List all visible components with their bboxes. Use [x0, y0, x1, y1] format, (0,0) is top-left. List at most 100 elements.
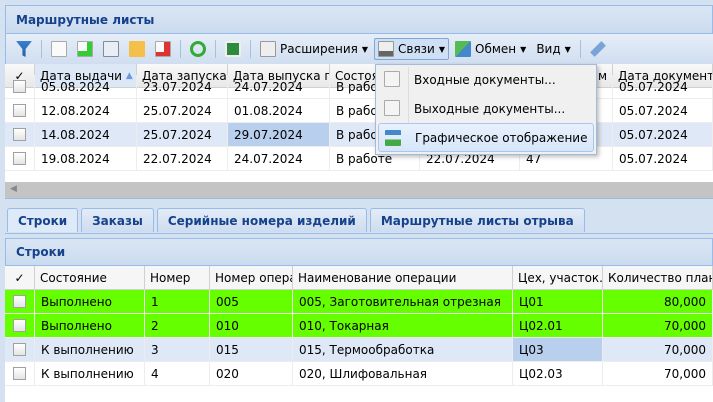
table-cell: 12.08.2024 [35, 99, 137, 122]
table-row[interactable]: 05.08.2024 23.07.2024 24.07.2024 В работе 05… [5, 75, 713, 99]
table-cell: Ц03 [513, 338, 603, 361]
new-button[interactable] [47, 38, 71, 60]
table-row[interactable]: Выполнено 1 005 005, Заготовительная отрезн… [5, 290, 713, 314]
row-checkbox[interactable] [5, 75, 35, 98]
column-header[interactable]: Количество план [603, 266, 713, 289]
settings-button[interactable] [586, 38, 610, 60]
table-cell [520, 75, 613, 98]
extensions-label: Расширения [280, 42, 358, 56]
chevron-down-icon: ▼ [361, 44, 368, 54]
table-cell: 4 [145, 362, 210, 385]
row-checkbox[interactable] [5, 338, 35, 361]
view-button[interactable]: Вид ▼ [532, 38, 574, 60]
wrench-icon [589, 41, 606, 57]
table-cell: 24.07.2024 [228, 147, 330, 170]
table-cell: Ц02.01 [513, 314, 603, 337]
link-icon [378, 41, 394, 57]
tab-serial-numbers[interactable]: Серийные номера изделий [156, 208, 367, 232]
row-checkbox[interactable] [5, 290, 35, 313]
table-cell: 2 [145, 314, 210, 337]
table-cell: 05.07.2024 [613, 123, 713, 146]
row-checkbox[interactable] [5, 147, 35, 170]
checkbox[interactable] [13, 367, 26, 380]
table-cell: Выполнено [35, 290, 145, 313]
tab-lines[interactable]: Строки [7, 208, 79, 232]
add-button[interactable] [73, 38, 97, 60]
table-cell: 22.07.2024 [137, 147, 228, 170]
checkbox[interactable] [13, 343, 26, 356]
table-row[interactable]: К выполнению 3 015 015, Термообработка Ц03 70… [5, 338, 713, 362]
checkbox[interactable] [13, 80, 26, 93]
table-cell: Ц02.03 [513, 362, 603, 385]
route-sheets-grid: ✓ Дата выдачи ▲ Дата запуска п Дата выпу… [5, 64, 713, 182]
table-row[interactable]: 14.08.2024 25.07.2024 29.07.2024 В работе 05… [5, 123, 713, 147]
table-row[interactable]: К выполнению 4 020 020, Шлифовальная Ц02.03 7… [5, 362, 713, 386]
table-cell: 05.07.2024 [613, 99, 713, 122]
horizontal-scrollbar[interactable]: ◀ [5, 182, 713, 199]
column-header[interactable]: Цех, участок. [513, 266, 603, 289]
table-cell: 015 [210, 338, 293, 361]
tab-orders[interactable]: Заказы [81, 208, 154, 232]
tab-tear-off-sheets[interactable]: Маршрутные листы отрыва [369, 208, 585, 232]
document-add-icon [77, 41, 93, 57]
filter-button[interactable] [12, 38, 36, 60]
exchange-label: Обмен [475, 42, 517, 56]
table-cell: 70,000 [603, 362, 713, 385]
panel-title: Маршрутные листы [5, 5, 713, 34]
column-header[interactable]: Состояние [35, 266, 145, 289]
menu-item-input-documents[interactable]: Входные документы... [376, 65, 596, 94]
table-cell [520, 123, 613, 146]
view-label: Вид [536, 42, 561, 56]
table-cell: 25.07.2024 [137, 99, 228, 122]
menu-item-label: Выходные документы... [414, 101, 566, 116]
checkbox[interactable] [13, 104, 26, 117]
column-header[interactable]: Номер опера [210, 266, 293, 289]
copy-button[interactable] [99, 38, 123, 60]
row-checkbox[interactable] [5, 123, 35, 146]
excel-icon [225, 41, 241, 57]
row-checkbox[interactable] [5, 362, 35, 385]
document-icon [51, 41, 67, 57]
menu-item-graphical-view[interactable]: Графическое отображение [378, 123, 594, 152]
checkbox[interactable] [13, 319, 26, 332]
column-header[interactable]: Дата выдачи ▲ [35, 64, 137, 87]
extensions-button[interactable]: Расширения ▼ [256, 38, 372, 60]
table-cell: 14.08.2024 [35, 123, 137, 146]
delete-button[interactable] [151, 38, 175, 60]
excel-button[interactable] [221, 38, 245, 60]
table-cell: 22.07.2024 [420, 147, 520, 170]
table-cell: К выполнению [35, 338, 145, 361]
table-cell: 3 [145, 338, 210, 361]
menu-item-output-documents[interactable]: Выходные документы... [376, 94, 596, 123]
table-cell: 010, Токарная [293, 314, 513, 337]
table-cell: 23.07.2024 [137, 75, 228, 98]
chevron-down-icon: ▼ [520, 44, 527, 54]
row-checkbox[interactable] [5, 99, 35, 122]
tab-bar: Строки Заказы Серийные номера изделий Ма… [5, 208, 713, 234]
scroll-left-icon[interactable]: ◀ [10, 184, 17, 194]
column-header[interactable]: Номер [145, 266, 210, 289]
document-out-icon [384, 100, 400, 116]
grid-header: ✓ Состояние Номер Номер опера Наименован… [5, 266, 713, 290]
checkbox[interactable] [13, 128, 26, 141]
table-cell: 05.07.2024 [613, 75, 713, 98]
row-checkbox[interactable] [5, 314, 35, 337]
select-all-checkbox[interactable]: ✓ [5, 266, 35, 289]
refresh-button[interactable] [186, 38, 210, 60]
column-header[interactable]: Наименование операции [293, 266, 513, 289]
links-button[interactable]: Связи ▼ [374, 38, 450, 60]
table-cell: 01.08.2024 [228, 99, 330, 122]
exchange-button[interactable]: Обмен ▼ [451, 38, 530, 60]
table-row[interactable]: 19.08.2024 22.07.2024 24.07.2024 В работе 22… [5, 147, 713, 171]
table-cell: 05.07.2024 [613, 147, 713, 170]
copy-icon [103, 41, 119, 57]
checkbox[interactable] [13, 295, 26, 308]
table-cell: 005 [210, 290, 293, 313]
table-row[interactable]: 12.08.2024 25.07.2024 01.08.2024 В работе 05… [5, 99, 713, 123]
table-cell: 020 [210, 362, 293, 385]
table-cell: 005, Заготовительная отрезная [293, 290, 513, 313]
open-button[interactable] [125, 38, 149, 60]
table-row[interactable]: Выполнено 2 010 010, Токарная Ц02.01 70,000 [5, 314, 713, 338]
menu-item-label: Графическое отображение [415, 130, 588, 145]
checkbox[interactable] [13, 152, 26, 165]
